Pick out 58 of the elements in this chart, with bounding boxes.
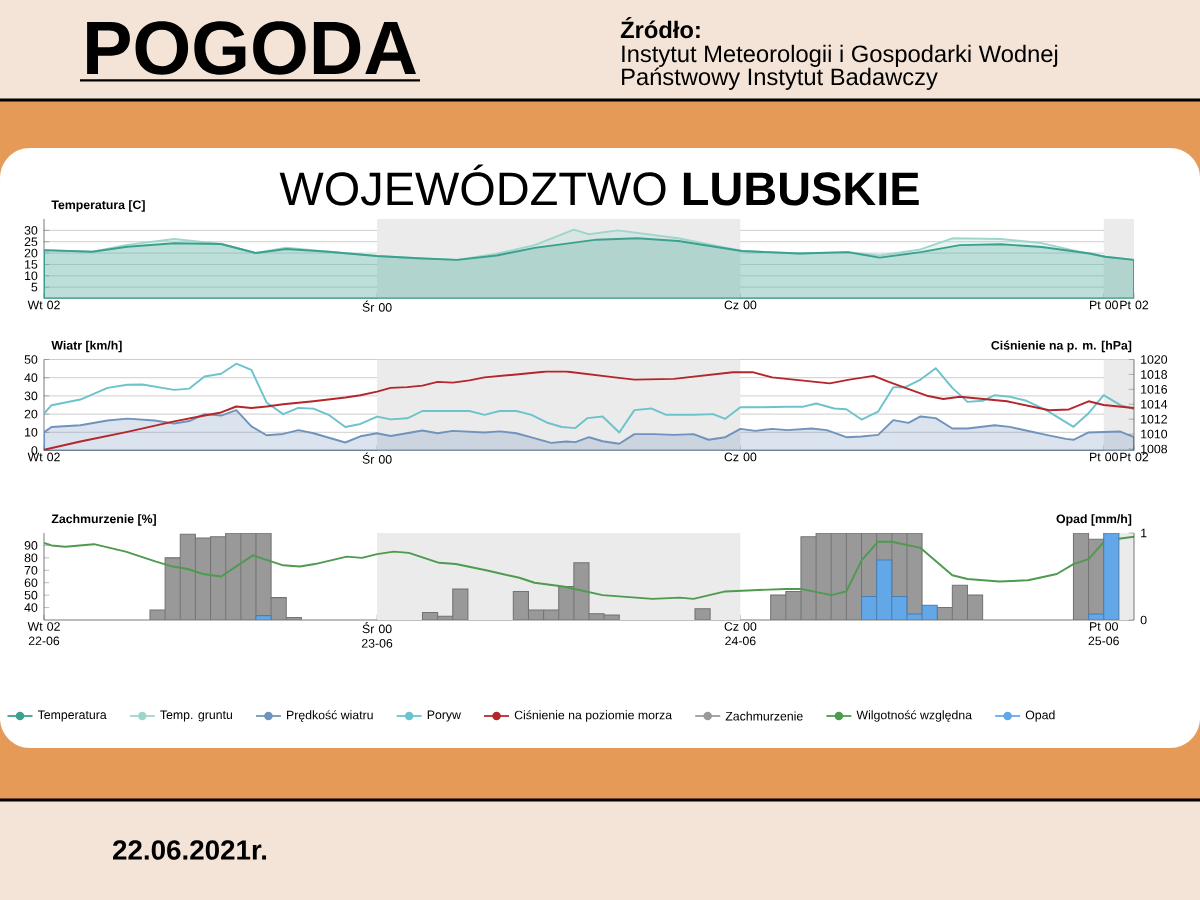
legend-label: Ciśnienie na poziomie morza xyxy=(514,710,673,722)
text: Instytut Meteorologii i Gospodarki Wodnej xyxy=(622,44,1058,67)
y-axis-title: Wiatr [km/h] xyxy=(51,340,122,353)
y2-axis-title: Opad [mm/h] xyxy=(1056,514,1132,526)
y-tick-label: 20 xyxy=(24,409,38,419)
y-tick-label: 30 xyxy=(24,391,38,401)
y-axis-title: Temperatura [C] xyxy=(51,200,145,212)
chart-title: WOJEWÓDZTWO LUBUSKIE xyxy=(279,164,919,206)
x-tick-label: Pt 02 xyxy=(1120,452,1149,462)
legend-label: Poryw xyxy=(427,710,461,722)
y-tick-label: 40 xyxy=(24,603,38,612)
y2-tick-label: 1 xyxy=(1141,528,1147,538)
x-tick-label: Pt 00 xyxy=(1090,452,1118,462)
y-tick-label: 70 xyxy=(24,565,38,575)
x-tick-label: Cz 00 xyxy=(724,452,757,462)
y-tick-label: 15 xyxy=(25,260,38,269)
y-tick-label: 30 xyxy=(24,226,38,235)
y-tick-label: 10 xyxy=(25,271,38,281)
y2-tick-label: 1008 xyxy=(1141,444,1168,454)
x-tick-label: Śr 00 xyxy=(362,452,392,464)
y2-tick-label: 1012 xyxy=(1141,414,1167,424)
x-tick-label: Śr 00 xyxy=(362,300,392,312)
x-tick-label: Cz 00 24-06 xyxy=(724,622,757,646)
x-tick-label: Cz 00 xyxy=(724,300,757,310)
x-tick-label: Pt 02 xyxy=(1120,300,1149,310)
y-tick-label: 20 xyxy=(24,248,38,258)
text: Źródło: xyxy=(620,16,700,39)
y-tick-label: 40 xyxy=(24,373,38,383)
x-tick-label: Wt 02 22-06 xyxy=(27,622,60,646)
x-tick-label: Pt 00 xyxy=(1090,300,1118,310)
y-tick-label: 50 xyxy=(24,590,38,600)
y-tick-label: 10 xyxy=(25,427,38,437)
y-tick-label: 60 xyxy=(24,578,38,588)
x-tick-label: Pt 00 25-06 xyxy=(1088,622,1119,646)
legend-label: Wilgotność względna xyxy=(856,710,972,722)
text: POGODA xyxy=(87,21,416,75)
y2-tick-label: 1010 xyxy=(1141,429,1168,439)
text: 22.06.2021r. xyxy=(113,840,267,860)
y-tick-label: 25 xyxy=(24,237,38,247)
text: Państwowy Instytut Badawczy xyxy=(622,67,938,90)
legend-label: Prędkość wiatru xyxy=(287,710,373,722)
y-axis-title: Zachmurzenie [%] xyxy=(51,514,156,526)
legend-label: Temp. gruntu xyxy=(160,710,232,722)
legend-label: Temperatura xyxy=(37,710,107,722)
x-tick-label: Śr 00 23-06 xyxy=(361,622,393,648)
y-tick-label: 5 xyxy=(31,282,38,292)
y-tick-label: 50 xyxy=(24,355,38,364)
y2-tick-label: 0 xyxy=(1140,615,1147,625)
y2-axis-title: Ciśnienie na p. m. [hPa] xyxy=(991,340,1132,353)
y2-tick-label: 1020 xyxy=(1141,355,1168,364)
y-tick-label: 80 xyxy=(24,553,38,563)
x-tick-label: Wt 02 xyxy=(27,300,60,310)
y2-tick-label: 1016 xyxy=(1141,385,1168,394)
y2-tick-label: 1014 xyxy=(1141,399,1168,409)
legend-label: Zachmurzenie xyxy=(725,711,803,721)
y-tick-label: 90 xyxy=(24,541,38,550)
legend-label: Opad xyxy=(1025,710,1055,722)
y2-tick-label: 1018 xyxy=(1141,370,1168,379)
